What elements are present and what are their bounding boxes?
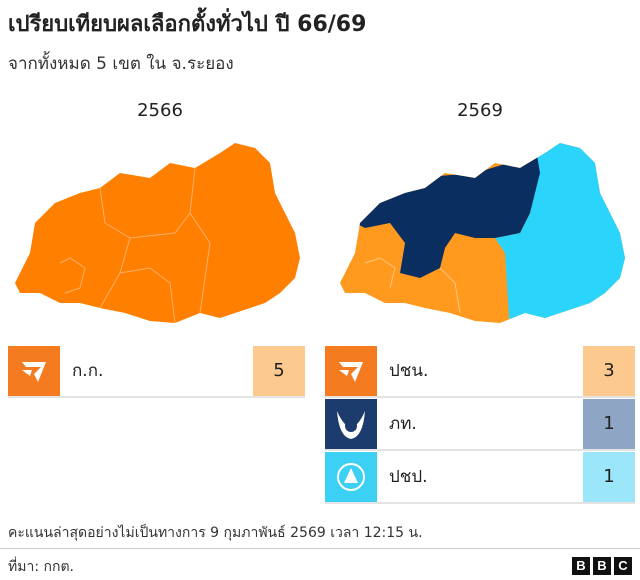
logo-letter: C xyxy=(614,557,632,575)
party-name: ปชป. xyxy=(389,467,428,487)
title: เปรียบเทียบผลเลือกตั้งทั่วไป ปี 66/69 xyxy=(8,12,367,37)
party-logo xyxy=(337,463,365,491)
party-logo xyxy=(22,362,46,382)
seat-count: 3 xyxy=(583,346,635,396)
source: ที่มา: กกต. xyxy=(8,559,74,575)
separator xyxy=(0,548,640,549)
map-2566 xyxy=(15,143,300,324)
map-2569 xyxy=(340,143,625,323)
footnote: คะแนนล่าสุดอย่างไม่เป็นทางการ 9 กุมภาพัน… xyxy=(8,525,423,541)
year-label: 2569 xyxy=(457,100,503,121)
year-label: 2566 xyxy=(137,100,183,121)
result-row: ก.ก. 5 xyxy=(8,346,305,398)
logo-letter: B xyxy=(572,557,590,575)
subtitle: จากทั้งหมด 5 เขต ใน จ.ระยอง xyxy=(8,54,234,74)
party-icon xyxy=(8,346,60,396)
result-row: ปชน. 3 xyxy=(325,346,635,398)
result-row: ปชป. 1 xyxy=(325,452,635,504)
party-name: ปชน. xyxy=(389,361,429,381)
party-name: ภท. xyxy=(389,414,417,434)
logo-letter: B xyxy=(593,557,611,575)
result-row: ภท. 1 xyxy=(325,399,635,451)
party-name: ก.ก. xyxy=(72,361,104,381)
seat-count: 5 xyxy=(253,346,305,396)
party-icon xyxy=(325,346,377,396)
party-icon xyxy=(325,452,377,502)
party-logo xyxy=(337,411,365,439)
party-logo xyxy=(339,362,363,382)
seat-count: 1 xyxy=(583,399,635,449)
logo: B B C xyxy=(572,557,632,575)
seat-count: 1 xyxy=(583,452,635,502)
maps xyxy=(15,143,625,324)
party-icon xyxy=(325,399,377,449)
